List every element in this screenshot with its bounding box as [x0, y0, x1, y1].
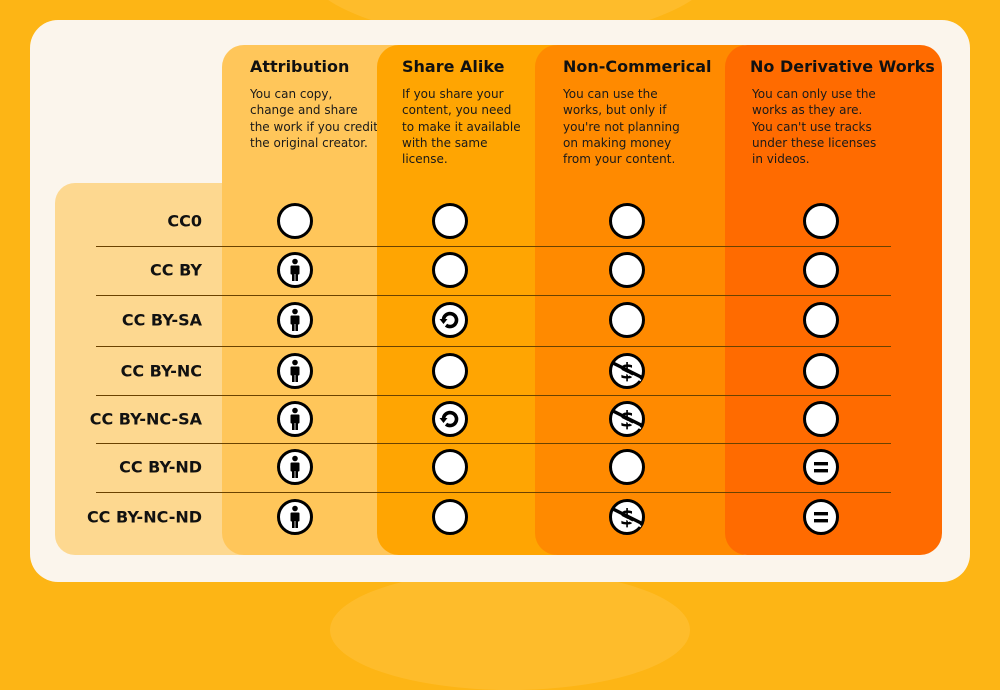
- column-title: Non-Commerical: [563, 57, 712, 76]
- equals-icon: [803, 449, 839, 485]
- person-icon: [277, 302, 313, 338]
- row-divider: [96, 443, 891, 444]
- person-icon: [277, 401, 313, 437]
- column-title: Share Alike: [402, 57, 505, 76]
- empty-circle-icon: [609, 252, 645, 288]
- no-dollar-icon: $: [609, 401, 645, 437]
- empty-circle-icon: [609, 449, 645, 485]
- row-label: CC BY-ND: [119, 457, 202, 477]
- share-alike-icon: [432, 401, 468, 437]
- row-label: CC0: [167, 211, 202, 231]
- person-icon: [277, 499, 313, 535]
- row-divider: [96, 295, 891, 296]
- empty-circle-icon: [432, 449, 468, 485]
- empty-circle-icon: [803, 302, 839, 338]
- share-alike-icon: [432, 302, 468, 338]
- empty-circle-icon: [803, 252, 839, 288]
- empty-circle-icon: [432, 252, 468, 288]
- column-description: If you share your content, you need to m…: [402, 87, 521, 167]
- empty-circle-icon: [609, 203, 645, 239]
- empty-circle-icon: [432, 353, 468, 389]
- column-description: You can use the works, but only if you'r…: [563, 87, 680, 167]
- column-description: You can copy, change and share the work …: [250, 87, 378, 150]
- equals-icon: [803, 499, 839, 535]
- empty-circle-icon: [803, 401, 839, 437]
- row-label: CC BY-NC-ND: [86, 507, 202, 527]
- row-divider: [96, 346, 891, 347]
- column-description: You can only use the works as they are. …: [752, 87, 877, 167]
- person-icon: [277, 252, 313, 288]
- row-label: CC BY-NC-SA: [89, 409, 202, 429]
- column-title: Attribution: [250, 57, 350, 76]
- empty-circle-icon: [609, 302, 645, 338]
- row-label: CC BY-NC: [120, 361, 202, 381]
- empty-circle-icon: [803, 203, 839, 239]
- no-dollar-icon: $: [609, 499, 645, 535]
- no-dollar-icon: $: [609, 353, 645, 389]
- row-divider: [96, 246, 891, 247]
- empty-circle-icon: [277, 203, 313, 239]
- background-decoration: [330, 570, 690, 690]
- empty-circle-icon: [803, 353, 839, 389]
- row-label-panel: [55, 183, 255, 555]
- person-icon: [277, 449, 313, 485]
- row-label: CC BY-SA: [121, 310, 202, 330]
- empty-circle-icon: [432, 203, 468, 239]
- empty-circle-icon: [432, 499, 468, 535]
- person-icon: [277, 353, 313, 389]
- row-divider: [96, 492, 891, 493]
- column-title: No Derivative Works: [750, 57, 935, 76]
- row-divider: [96, 395, 891, 396]
- row-label: CC BY: [150, 260, 202, 280]
